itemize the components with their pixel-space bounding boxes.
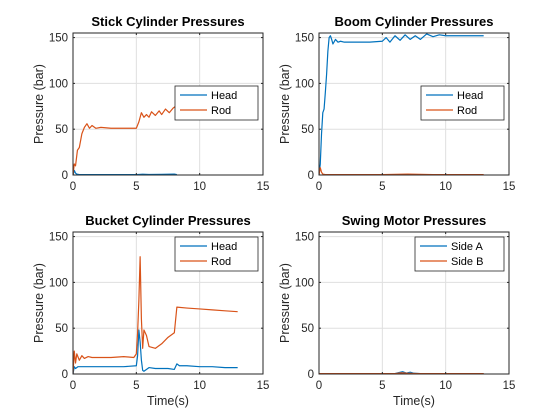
y-tick-label: 50 (55, 323, 68, 335)
y-tick-label: 100 (295, 277, 314, 289)
y-tick-label: 0 (308, 170, 314, 182)
y-tick-label: 100 (49, 277, 68, 289)
series-line-head (319, 33, 484, 175)
axes-box (72, 231, 264, 375)
legend-entry-label: Side A (451, 241, 483, 253)
legend: Head Rod (420, 85, 505, 121)
x-axis-label: Time(s) (393, 394, 435, 408)
legend-entry-label: Head (211, 241, 237, 253)
y-tick-label: 150 (295, 33, 314, 45)
legend: Side A Side B (414, 236, 505, 272)
x-tick-label: 0 (70, 380, 76, 392)
y-tick-label: 50 (55, 124, 68, 136)
axes-box (72, 32, 264, 176)
x-tick-label: 5 (379, 181, 385, 193)
legend-entry-label: Rod (457, 105, 477, 117)
y-tick-label: 0 (62, 369, 68, 381)
y-tick-label: 50 (301, 124, 314, 136)
x-tick-label: 15 (257, 380, 270, 392)
legend-box (174, 85, 259, 121)
legend-box (420, 85, 505, 121)
chart-title: Stick Cylinder Pressures (91, 14, 244, 29)
x-tick-label: 15 (503, 181, 516, 193)
legend-entry-label: Head (457, 90, 483, 102)
x-tick-label: 5 (133, 181, 139, 193)
x-tick-label: 0 (70, 181, 76, 193)
legend-box (414, 236, 505, 272)
axes-box (318, 32, 510, 176)
legend-entry-label: Side B (451, 256, 483, 268)
y-tick-label: 50 (301, 323, 314, 335)
x-tick-label: 10 (439, 181, 452, 193)
x-tick-label: 10 (439, 380, 452, 392)
x-tick-label: 15 (257, 181, 270, 193)
x-tick-label: 0 (316, 181, 322, 193)
y-axis-label: Pressure (bar) (32, 64, 46, 144)
y-tick-label: 100 (49, 78, 68, 90)
y-axis-label: Pressure (bar) (278, 263, 292, 343)
x-tick-label: 0 (316, 380, 322, 392)
legend-entry-label: Head (211, 90, 237, 102)
x-tick-label: 15 (503, 380, 516, 392)
chart-title: Swing Motor Pressures (342, 213, 486, 228)
legend: Head Rod (174, 85, 259, 121)
legend-box (174, 236, 259, 272)
x-tick-label: 5 (379, 380, 385, 392)
y-tick-label: 150 (49, 33, 68, 45)
y-tick-label: 150 (49, 232, 68, 244)
series-line-head (73, 329, 238, 374)
axes-box (318, 231, 510, 375)
series-line-rod (73, 104, 178, 175)
y-tick-label: 0 (308, 369, 314, 381)
x-axis-label: Time(s) (147, 394, 189, 408)
legend-entry-label: Rod (211, 105, 231, 117)
x-tick-label: 5 (133, 380, 139, 392)
series-line-rod (73, 256, 238, 374)
y-axis-label: Pressure (bar) (32, 263, 46, 343)
y-tick-label: 100 (295, 78, 314, 90)
y-axis-label: Pressure (bar) (278, 64, 292, 144)
y-tick-label: 0 (62, 170, 68, 182)
x-tick-label: 10 (193, 181, 206, 193)
x-tick-label: 10 (193, 380, 206, 392)
chart-title: Boom Cylinder Pressures (335, 14, 494, 29)
legend-entry-label: Rod (211, 256, 231, 268)
y-tick-label: 150 (295, 232, 314, 244)
chart-title: Bucket Cylinder Pressures (85, 213, 250, 228)
legend: Head Rod (174, 236, 259, 272)
